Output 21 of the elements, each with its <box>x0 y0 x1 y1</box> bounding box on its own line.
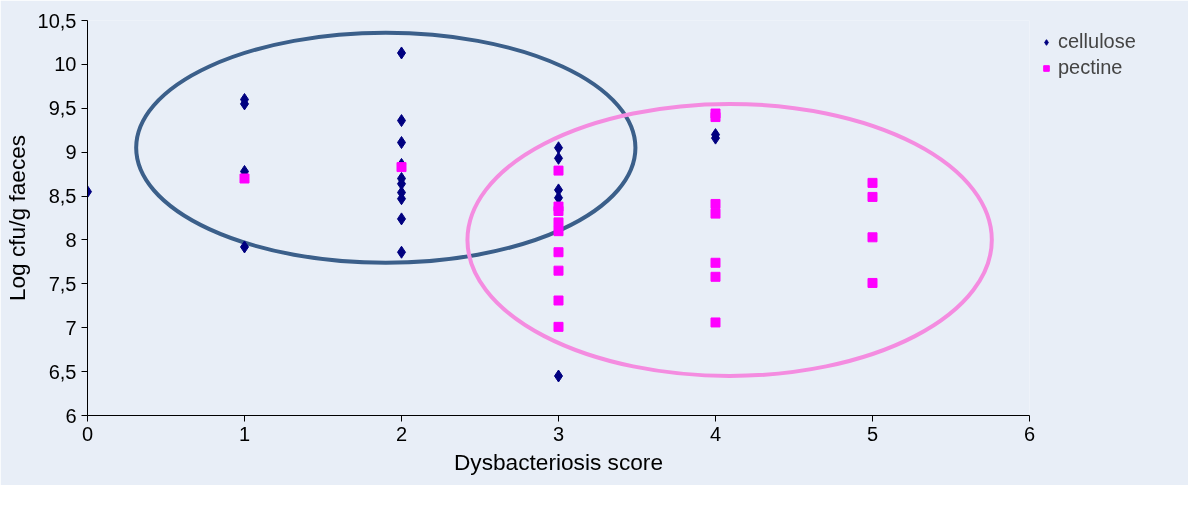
legend-label: cellulose <box>1058 30 1136 53</box>
legend-label: pectine <box>1058 56 1123 79</box>
x-tick-label: 2 <box>395 422 408 445</box>
y-tick-label: 8,5 <box>48 185 77 208</box>
y-tick-label: 9,5 <box>48 97 77 120</box>
x-axis-title: Dysbacteriosis score <box>454 448 664 475</box>
x-tick-label: 1 <box>238 422 251 445</box>
x-tick-label: 4 <box>709 422 722 445</box>
y-tick-label: 10,5 <box>37 9 77 32</box>
y-tick-label: 8 <box>65 228 77 251</box>
x-tick-label: 0 <box>81 422 94 445</box>
x-tick-label: 5 <box>866 422 879 445</box>
y-tick-label: 7 <box>65 316 77 339</box>
y-tick-label: 9 <box>65 141 77 164</box>
y-tick-label: 10 <box>54 53 77 76</box>
y-tick-label: 6 <box>65 404 77 427</box>
x-tick-label: 3 <box>552 422 565 445</box>
y-axis-title: Log cfu/g faeces <box>3 134 30 302</box>
y-tick-label: 7,5 <box>48 272 77 295</box>
y-tick-label: 6,5 <box>48 360 77 383</box>
x-tick-label: 6 <box>1023 422 1036 445</box>
